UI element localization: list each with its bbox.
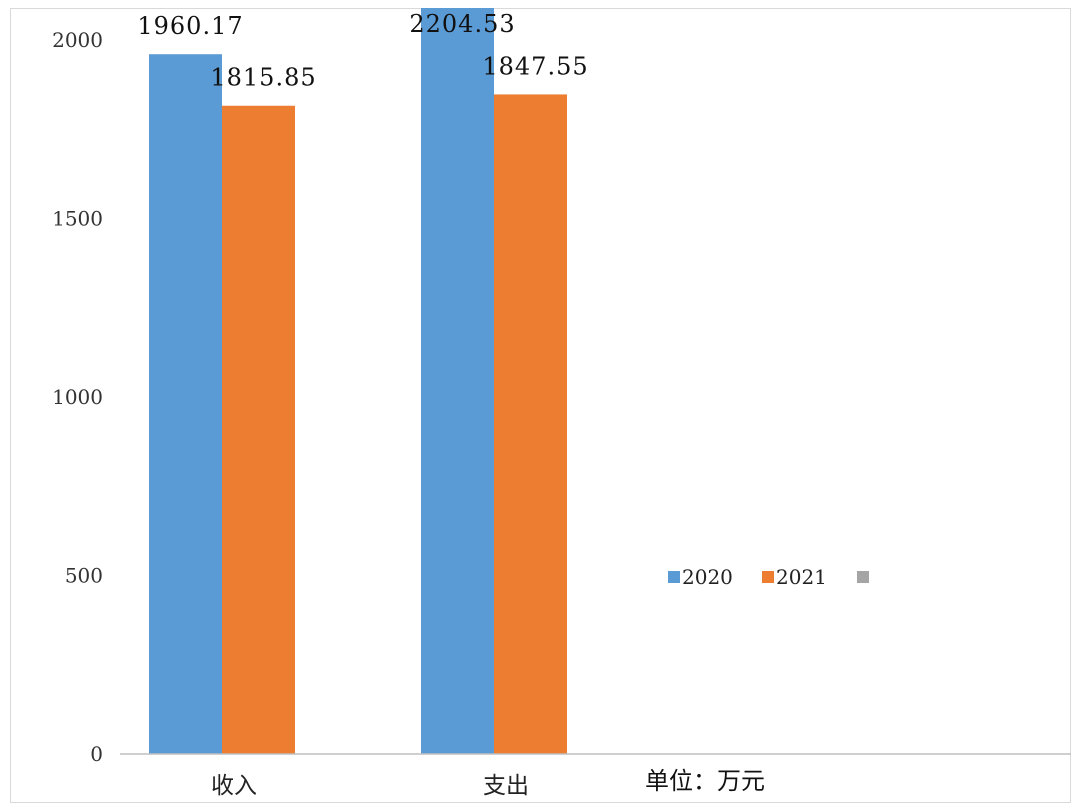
x-axis-categories: 收入 支出 bbox=[211, 773, 529, 799]
y-tick-label: 1000 bbox=[52, 385, 103, 409]
data-label-2020-0: 1960.17 bbox=[137, 12, 243, 40]
data-label-2020-1: 2204.53 bbox=[409, 10, 515, 38]
y-tick-label: 500 bbox=[65, 564, 103, 588]
bar-2020-0 bbox=[149, 54, 222, 755]
data-labels: 1960.17 1815.85 2204.53 1847.55 bbox=[137, 10, 588, 92]
x-category-label: 收入 bbox=[211, 773, 257, 799]
bar-2020-1 bbox=[421, 8, 494, 754]
y-tick-label: 2000 bbox=[52, 28, 103, 52]
legend-swatch-1 bbox=[762, 571, 774, 583]
legend-swatch-2 bbox=[857, 571, 869, 583]
bar-2021-1 bbox=[494, 94, 567, 754]
y-tick-label: 1500 bbox=[52, 207, 103, 231]
bar-2021-0 bbox=[222, 105, 295, 754]
y-axis-ticks: 0 500 1000 1500 2000 bbox=[52, 28, 103, 766]
y-tick-label: 0 bbox=[90, 742, 103, 766]
bars-layer bbox=[149, 8, 567, 755]
x-category-label: 支出 bbox=[483, 773, 529, 799]
data-label-2021-0: 1815.85 bbox=[210, 64, 316, 92]
data-label-2021-1: 1847.55 bbox=[482, 52, 588, 80]
legend-label-1: 2021 bbox=[776, 565, 827, 589]
legend: 2020 2021 bbox=[668, 565, 869, 589]
unit-note: 单位：万元 bbox=[645, 767, 765, 795]
legend-label-0: 2020 bbox=[682, 565, 733, 589]
legend-swatch-0 bbox=[668, 571, 680, 583]
